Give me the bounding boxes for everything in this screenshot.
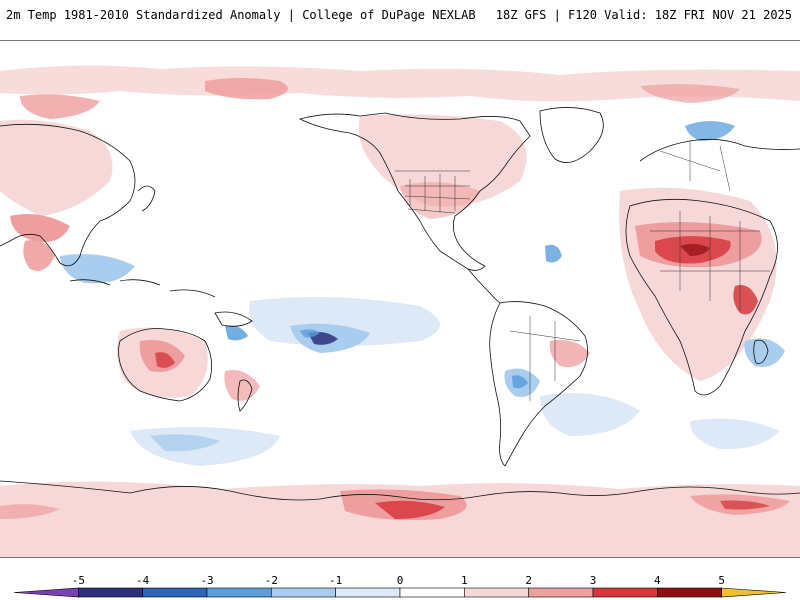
antarctic-west-red xyxy=(0,504,60,519)
colorbar-tick-label: -4 xyxy=(136,574,150,587)
map-title: 2m Temp 1981-2010 Standardized Anomaly |… xyxy=(6,8,476,22)
colorbar-segment xyxy=(399,587,465,598)
colorbar-segment xyxy=(206,587,272,598)
coast-australia xyxy=(118,328,213,402)
colorbar-segment xyxy=(528,587,594,598)
colorbar-tick-label: -1 xyxy=(329,574,343,587)
colorbar-segment xyxy=(592,587,658,598)
coast-europe xyxy=(639,138,800,162)
colorbar-segment xyxy=(142,587,208,598)
siberia-warm-2 xyxy=(640,84,740,103)
arctic-warm-anomaly xyxy=(0,65,800,102)
n-america-warm xyxy=(358,114,527,207)
colorbar-tick-label: 3 xyxy=(589,574,597,587)
india-warm xyxy=(23,240,55,271)
coast-antarctica xyxy=(0,480,800,501)
caribbean-cold xyxy=(545,244,562,263)
asia-warm xyxy=(0,119,113,216)
boundary-europe xyxy=(659,141,731,192)
header: 2m Temp 1981-2010 Standardized Anomaly |… xyxy=(0,0,800,30)
pacific-blue-ring xyxy=(300,329,320,338)
coast-new-zealand xyxy=(237,379,253,412)
colorbar-tick-label: 2 xyxy=(525,574,532,587)
coast-png xyxy=(214,311,253,327)
coast-south-america xyxy=(489,301,588,467)
antarctic-hot-east xyxy=(720,500,770,510)
coast-madagascar xyxy=(753,339,769,364)
madagascar-cold xyxy=(744,338,785,367)
coast-africa xyxy=(625,198,778,396)
brazil-warm xyxy=(549,339,590,368)
scandinavia-cold xyxy=(685,121,735,141)
coast-japan xyxy=(137,185,156,212)
coast-indonesia xyxy=(69,279,216,298)
colorbar-tick-label: -5 xyxy=(71,574,85,587)
colorbar-tick-label: 0 xyxy=(396,574,404,587)
colorbar-tick-label: 4 xyxy=(654,574,661,587)
colorbar-segment xyxy=(464,587,529,598)
coast-asia xyxy=(0,123,136,267)
southern-ocean-cold-2 xyxy=(150,434,220,452)
coast-central-america xyxy=(467,268,501,304)
coastlines xyxy=(0,107,800,501)
greenland-warm xyxy=(205,78,288,100)
coast-greenland xyxy=(539,107,604,163)
colorbar-tick-label: 5 xyxy=(718,574,725,587)
colorbar-tick-label: -3 xyxy=(200,574,214,587)
colorbar-segment xyxy=(271,587,336,598)
run-valid-time: 18Z GFS | F120 Valid: 18Z FRI NOV 21 202… xyxy=(495,8,792,22)
sahel-dark-red xyxy=(680,243,710,256)
colorbar-segment xyxy=(78,587,143,598)
anomaly-map xyxy=(0,40,800,558)
png-cold xyxy=(225,325,248,341)
coast-north-america xyxy=(298,112,531,271)
boundary-us-states xyxy=(404,174,471,213)
boundary-us-mexico xyxy=(407,208,456,214)
indian-ocean-cold xyxy=(690,418,780,450)
map-svg xyxy=(0,41,800,557)
boundary-africa xyxy=(650,211,770,311)
s-atlantic-cold xyxy=(540,393,640,436)
colorbar-segment xyxy=(721,587,787,598)
colorbar-segment xyxy=(13,587,79,598)
boundary-south-america xyxy=(509,316,581,401)
siberia-warm xyxy=(20,94,100,119)
political-boundaries xyxy=(395,141,770,401)
indonesia-cold xyxy=(60,253,135,284)
australia-hot xyxy=(155,352,175,368)
colorbar-svg xyxy=(13,587,787,598)
sa-cold-core xyxy=(512,375,528,389)
antarctic-hot xyxy=(375,500,445,519)
colorbar-segment xyxy=(335,587,401,598)
colorbar: -5 -4 -3 -2 -1 0 1 2 3 4 5 xyxy=(0,566,800,600)
colorbar-segment xyxy=(657,587,722,598)
colorbar-tick-label: 1 xyxy=(461,574,468,587)
east-africa-red xyxy=(733,285,758,315)
colorbar-tick-label: -2 xyxy=(264,574,278,587)
